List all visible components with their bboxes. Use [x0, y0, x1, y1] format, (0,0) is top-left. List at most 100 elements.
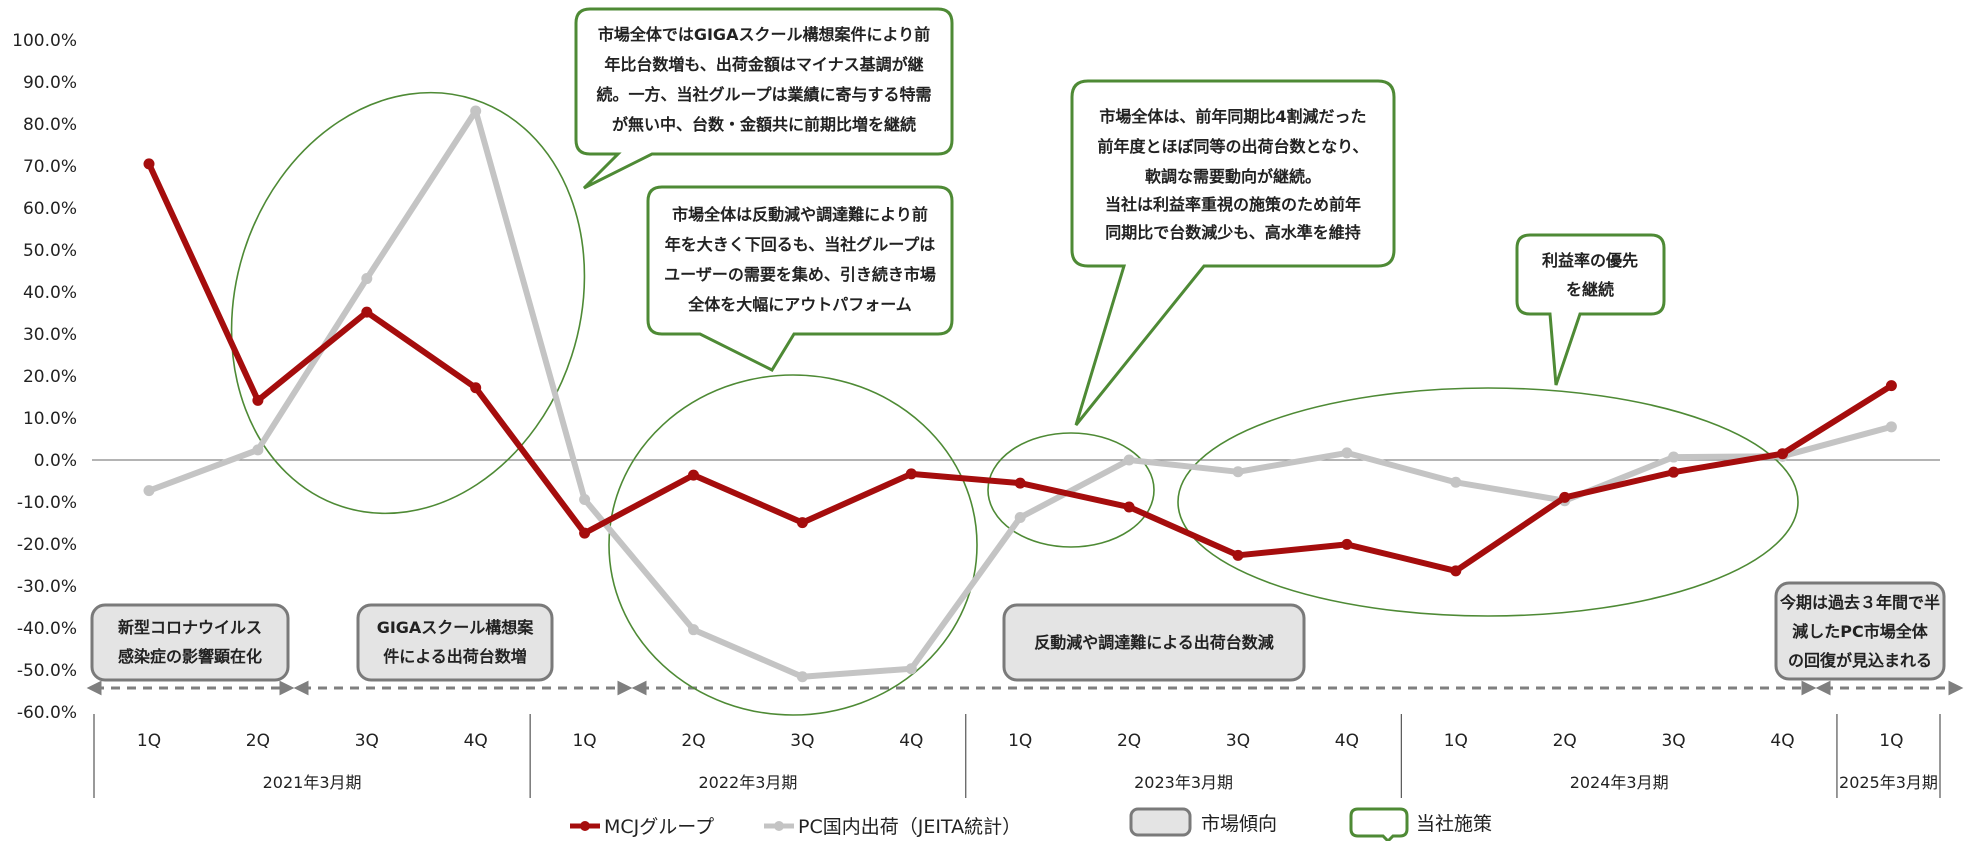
data-point-mcj [1559, 491, 1571, 503]
data-point-mcj [1123, 501, 1135, 513]
series-points-jeita [143, 105, 1897, 683]
trend-box-recovery-line2: 減したPC市場全体 [1792, 622, 1928, 641]
callout-bubble-decline [1070, 79, 1396, 426]
callout-decline-line5: 同期比で台数減少も、高水準を維持 [1105, 223, 1361, 242]
highlight-ellipse-2021 [230, 91, 586, 515]
x-tick-label: 2Q [246, 731, 270, 751]
highlight-ellipse-2024 [1177, 387, 1799, 617]
callout-giga-line2: 年比台数増も、出荷金額はマイナス基調が継 [604, 55, 923, 74]
data-point-jeita [1014, 512, 1026, 524]
legend: MCJグループ PC国内出荷（JEITA統計） 市場傾向 当社施策 [570, 807, 1492, 841]
data-point-jeita [1450, 476, 1462, 488]
arrow-head [279, 680, 295, 696]
trend-box-giga-line1: GIGAスクール構想案 [377, 618, 535, 637]
trend-box-reaction [1002, 603, 1306, 682]
data-point-mcj [470, 382, 482, 394]
trend-box-recovery [1774, 581, 1946, 681]
x-tick-label: 3Q [355, 731, 379, 751]
y-tick-label: 10.0% [23, 409, 77, 429]
trend-boxes: 新型コロナウイルス 感染症の影響顕在化 GIGAスクール構想案 件による出荷台数… [90, 581, 1946, 682]
x-tick-label: 1Q [1879, 731, 1903, 751]
callout-decline-line1: 市場全体は、前年同期比4割減だった [1099, 107, 1366, 126]
data-point-mcj [143, 158, 155, 170]
y-tick-label: -20.0% [17, 535, 77, 555]
callout-decline-line3: 軟調な需要動向が継続。 [1145, 167, 1321, 186]
callout-outperform-line2: 年を大きく下回るも、当社グループは [665, 235, 936, 254]
legend-item-jeita: PC国内出荷（JEITA統計） [764, 816, 1021, 838]
data-point-jeita [796, 671, 808, 683]
x-tick-label: 3Q [1661, 731, 1685, 751]
data-point-mcj [1341, 538, 1353, 550]
callout-giga-line3: 続。一方、当社グループは業績に寄与する特需 [596, 85, 931, 104]
data-point-mcj [1668, 466, 1680, 478]
x-tick-label: 1Q [137, 731, 161, 751]
x-tick-label: 2Q [681, 731, 705, 751]
legend-item-company: 当社施策 [1349, 807, 1492, 841]
y-tick-label: -60.0% [17, 703, 77, 723]
data-point-jeita [579, 493, 591, 505]
trend-box-covid-line2: 感染症の影響顕在化 [118, 647, 262, 666]
y-tick-label: -50.0% [17, 661, 77, 681]
legend-label-jeita: PC国内出荷（JEITA統計） [798, 816, 1021, 838]
y-tick-label: 70.0% [23, 157, 77, 177]
period-label: 2024年3月期 [1570, 773, 1669, 792]
highlight-ellipse-2023 [987, 432, 1155, 548]
data-point-jeita [1885, 421, 1897, 433]
y-tick-label: 40.0% [23, 283, 77, 303]
data-point-jeita [688, 624, 699, 636]
x-tick-label: 3Q [790, 731, 814, 751]
x-tick-label: 4Q [464, 731, 488, 751]
y-tick-label: 100.0% [12, 31, 77, 51]
y-tick-label: 30.0% [23, 325, 77, 345]
x-tick-label: 2Q [1117, 731, 1141, 751]
arrow-head [1801, 680, 1817, 696]
highlight-ellipses [230, 91, 1799, 716]
series-line-jeita [147, 108, 1893, 680]
period-label: 2022年3月期 [698, 773, 797, 792]
data-point-jeita [252, 444, 264, 456]
trend-box-recovery-line1: 今期は過去３年間で半 [1779, 593, 1940, 612]
period-label: 2023年3月期 [1134, 773, 1233, 792]
data-point-jeita [1123, 454, 1135, 466]
callout-bubble-giga [574, 7, 954, 190]
arrow-head [617, 680, 633, 696]
callout-bubble-outperform [646, 185, 954, 372]
data-point-mcj [1014, 477, 1026, 489]
y-tick-label: -30.0% [17, 577, 77, 597]
period-label: 2021年3月期 [263, 773, 362, 792]
data-point-jeita [143, 485, 155, 497]
data-point-jeita [470, 105, 482, 117]
callout-decline-line2: 前年度とほぼ同等の出荷台数となり、 [1098, 137, 1369, 156]
y-tick-label: 50.0% [23, 241, 77, 261]
legend-label-company: 当社施策 [1416, 813, 1492, 835]
callout-texts: 市場全体ではGIGAスクール構想案件により前 年比台数増も、出荷金額はマイナス基… [596, 25, 1638, 314]
x-tick-label: 4Q [1335, 731, 1359, 751]
series-line-mcj [146, 162, 1893, 574]
trend-box-giga [356, 603, 554, 682]
y-tick-label: -10.0% [17, 493, 77, 513]
period-label: 2025年3月期 [1839, 773, 1938, 792]
data-point-mcj [1450, 565, 1462, 577]
data-point-jeita [1668, 451, 1680, 463]
y-tick-label: 60.0% [23, 199, 77, 219]
data-point-mcj [579, 527, 591, 539]
callout-outperform-line1: 市場全体は反動減や調達難により前 [672, 205, 928, 224]
highlight-ellipse-2022 [608, 374, 978, 716]
callout-outperform-line3: ユーザーの需要を集め、引き続き市場 [664, 265, 936, 284]
series-points-mcj [143, 158, 1897, 577]
callout-bubble-margin [1515, 233, 1666, 386]
x-tick-label: 3Q [1226, 731, 1250, 751]
y-tick-label: 0.0% [34, 451, 77, 471]
arrow-head [1815, 680, 1831, 696]
trend-box-reaction-line1: 反動減や調達難による出荷台数減 [1034, 633, 1274, 652]
legend-item-market: 市場傾向 [1129, 807, 1277, 837]
arrow-head [631, 680, 647, 696]
callout-giga-line4: が無い中、台数・金額共に前期比増を継続 [612, 115, 916, 134]
data-point-mcj [1885, 380, 1897, 392]
x-tick-label: 1Q [1444, 731, 1468, 751]
arrow-head [1948, 680, 1964, 696]
callout-margin-line1: 利益率の優先 [1542, 251, 1638, 270]
period-labels: 2021年3月期 2022年3月期 2023年3月期 2024年3月期 2025年3月期 [263, 773, 1938, 792]
legend-item-mcj: MCJグループ [570, 816, 714, 838]
